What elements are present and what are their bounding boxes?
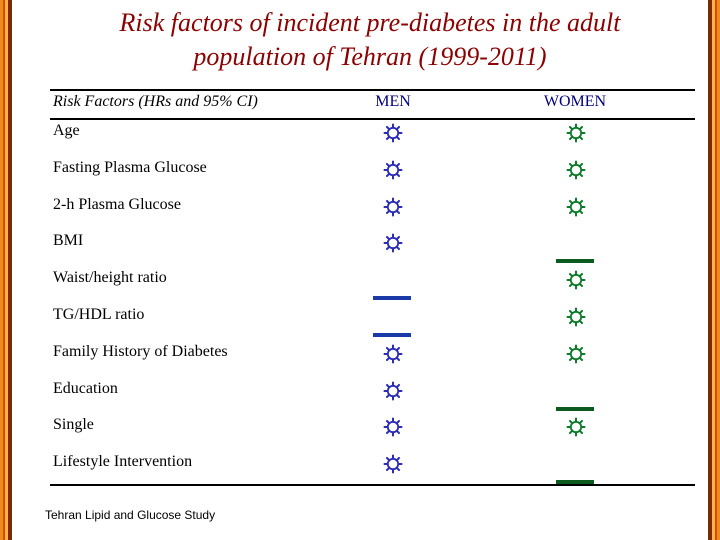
women-gear-icon: [566, 344, 586, 364]
table-bottom-rule: [50, 484, 695, 486]
men-gear-icon: [383, 417, 403, 437]
women-dash-icon: [556, 406, 594, 411]
men-gear-icon: [383, 454, 403, 474]
row-label: Single: [53, 416, 94, 434]
women-gear-icon: [566, 417, 586, 437]
men-gear-icon: [383, 233, 403, 253]
row-label: Fasting Plasma Glucose: [53, 158, 207, 176]
row-label: TG/HDL ratio: [53, 306, 145, 323]
row-label: Education: [53, 379, 118, 397]
slide-title: Risk factors of incident pre-diabetes in…: [60, 6, 680, 74]
men-gear-icon: [383, 344, 403, 364]
men-dash-icon: [373, 333, 411, 337]
header-women: WOMEN: [543, 93, 607, 110]
women-dash-icon: [556, 480, 594, 485]
women-gear-icon: [566, 123, 586, 143]
header-men: MEN: [375, 93, 411, 110]
men-dash-icon: [373, 296, 411, 301]
women-gear-icon: [566, 307, 586, 327]
row-label: Waist/height ratio: [53, 269, 167, 287]
title-line-1: Risk factors of incident pre-diabetes in…: [119, 8, 621, 37]
right-decorative-border: [708, 0, 720, 540]
women-gear-icon: [566, 160, 586, 180]
women-gear-icon: [566, 270, 586, 290]
title-line-2: population of Tehran (1999-2011): [193, 42, 547, 71]
footer-source: Tehran Lipid and Glucose Study: [45, 508, 216, 522]
men-gear-icon: [383, 123, 403, 143]
men-gear-icon: [383, 381, 403, 401]
table-top-rule: [50, 89, 695, 91]
women-dash-icon: [556, 259, 594, 264]
row-label: BMI: [53, 232, 84, 250]
men-gear-icon: [383, 197, 403, 217]
left-decorative-border: [0, 0, 12, 540]
row-label: Lifestyle Intervention: [53, 453, 193, 471]
row-label: Age: [53, 122, 80, 139]
header-risk-factors: Risk Factors (HRs and 95% CI): [53, 93, 258, 110]
table-header-rule: [50, 118, 695, 120]
row-label: Family History of Diabetes: [53, 342, 228, 360]
women-gear-icon: [566, 197, 586, 217]
men-gear-icon: [383, 160, 403, 180]
row-label: 2-h Plasma Glucose: [53, 195, 181, 213]
